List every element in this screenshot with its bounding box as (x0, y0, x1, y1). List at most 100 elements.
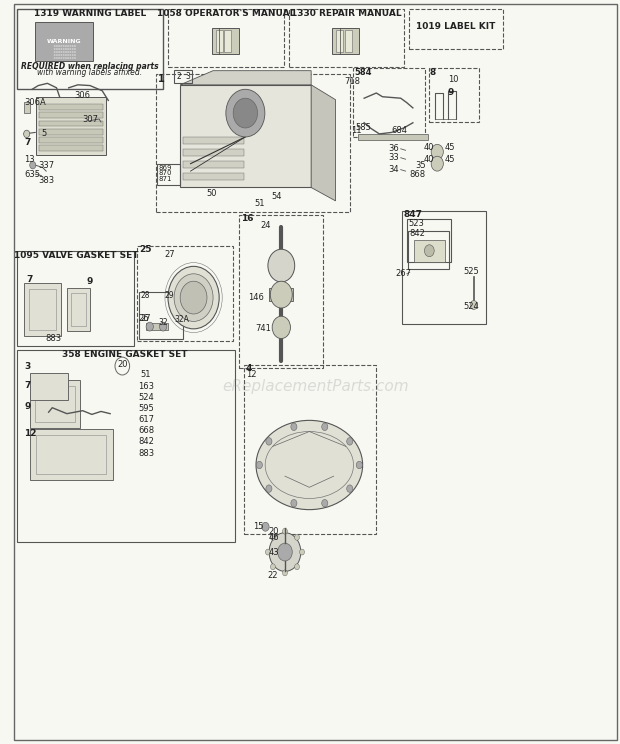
Text: 43: 43 (268, 548, 279, 557)
Bar (183, 149, 244, 156)
Bar (428, 68, 479, 122)
Circle shape (265, 549, 270, 555)
Text: 35: 35 (415, 161, 426, 170)
Text: 12: 12 (24, 429, 37, 437)
Bar (24, 102, 30, 113)
Text: 9: 9 (24, 403, 30, 411)
Circle shape (269, 533, 301, 571)
Text: 842: 842 (409, 229, 425, 238)
Bar (269, 288, 293, 301)
Text: 871: 871 (158, 176, 172, 182)
Circle shape (431, 144, 443, 159)
Circle shape (356, 461, 362, 469)
Bar (137, 246, 233, 341)
Circle shape (266, 437, 272, 445)
Bar (30, 380, 80, 428)
Text: 883: 883 (45, 334, 61, 343)
Circle shape (226, 89, 265, 137)
Text: 7: 7 (24, 138, 30, 147)
Bar (408, 231, 450, 269)
Text: 4: 4 (246, 364, 252, 373)
Circle shape (278, 543, 292, 561)
Circle shape (168, 266, 219, 329)
Bar (157, 164, 180, 185)
Text: 842: 842 (138, 437, 154, 446)
Text: REQUIRED when replacing parts: REQUIRED when replacing parts (21, 62, 159, 71)
Text: 524: 524 (463, 302, 479, 311)
Text: 3: 3 (185, 72, 190, 81)
Text: 13: 13 (24, 155, 35, 164)
Text: 26: 26 (138, 314, 149, 323)
Text: 337: 337 (38, 161, 54, 170)
Bar (216, 30, 223, 52)
Text: 2: 2 (177, 72, 181, 81)
Text: 684: 684 (391, 126, 407, 135)
Text: xxxxxxxxxx: xxxxxxxxxx (51, 44, 76, 48)
Polygon shape (180, 71, 311, 85)
Text: 741: 741 (255, 324, 272, 333)
Text: 9: 9 (448, 88, 454, 97)
Polygon shape (311, 85, 335, 201)
Bar (345, 30, 352, 52)
Text: xxxxxxxxxx: xxxxxxxxxx (51, 56, 76, 60)
Text: 45: 45 (444, 143, 454, 152)
Text: 358 ENGINE GASKET SET: 358 ENGINE GASKET SET (62, 350, 187, 359)
Bar (414, 240, 445, 262)
Text: 146: 146 (249, 293, 264, 302)
Text: 870: 870 (158, 170, 172, 176)
Text: 869: 869 (158, 165, 172, 171)
Bar (40, 129, 104, 135)
Text: 15: 15 (253, 522, 264, 531)
Text: 22: 22 (267, 571, 278, 580)
Circle shape (294, 534, 299, 540)
Bar (407, 219, 451, 262)
Text: WARNING: WARNING (46, 39, 81, 44)
Text: 36: 36 (388, 144, 399, 153)
Text: 585: 585 (356, 124, 371, 132)
Circle shape (268, 249, 294, 282)
Bar (30, 429, 113, 480)
Bar (35, 22, 93, 61)
Text: 523: 523 (408, 219, 424, 228)
Text: 1: 1 (158, 74, 165, 84)
Text: 1319 WARNING LABEL: 1319 WARNING LABEL (34, 9, 146, 18)
Text: 34: 34 (388, 165, 399, 174)
Text: 718: 718 (345, 77, 361, 86)
Text: 584: 584 (355, 68, 372, 77)
Bar (67, 288, 90, 331)
Text: 50: 50 (206, 189, 217, 198)
Bar (156, 74, 350, 212)
Circle shape (266, 485, 272, 493)
Text: 11: 11 (352, 126, 362, 135)
Text: 9: 9 (87, 277, 93, 286)
Text: 3: 3 (24, 362, 30, 371)
Bar (239, 215, 324, 368)
Bar (402, 211, 486, 324)
Text: 40: 40 (423, 143, 434, 152)
Text: 45: 45 (444, 155, 454, 164)
Circle shape (159, 322, 167, 331)
Text: 1330 REPAIR MANUAL: 1330 REPAIR MANUAL (291, 9, 402, 18)
Circle shape (174, 274, 213, 321)
Text: 267: 267 (396, 269, 412, 278)
Bar (40, 121, 104, 126)
Text: 617: 617 (138, 415, 154, 424)
Bar (17, 9, 163, 89)
Circle shape (146, 322, 153, 331)
Circle shape (291, 499, 297, 507)
Circle shape (180, 281, 207, 314)
Bar (24, 283, 61, 336)
Bar (37, 97, 107, 155)
Circle shape (272, 316, 290, 339)
Bar (409, 9, 503, 49)
Bar (289, 9, 404, 67)
Bar (40, 112, 104, 118)
Bar (71, 293, 86, 326)
Text: 33: 33 (388, 153, 399, 162)
Text: 1095 VALVE GASKET SET: 1095 VALVE GASKET SET (14, 251, 138, 260)
Text: 868: 868 (410, 170, 426, 179)
Text: 7: 7 (24, 381, 30, 390)
Text: 306A: 306A (24, 98, 46, 107)
Ellipse shape (256, 420, 363, 510)
Bar (269, 259, 293, 272)
